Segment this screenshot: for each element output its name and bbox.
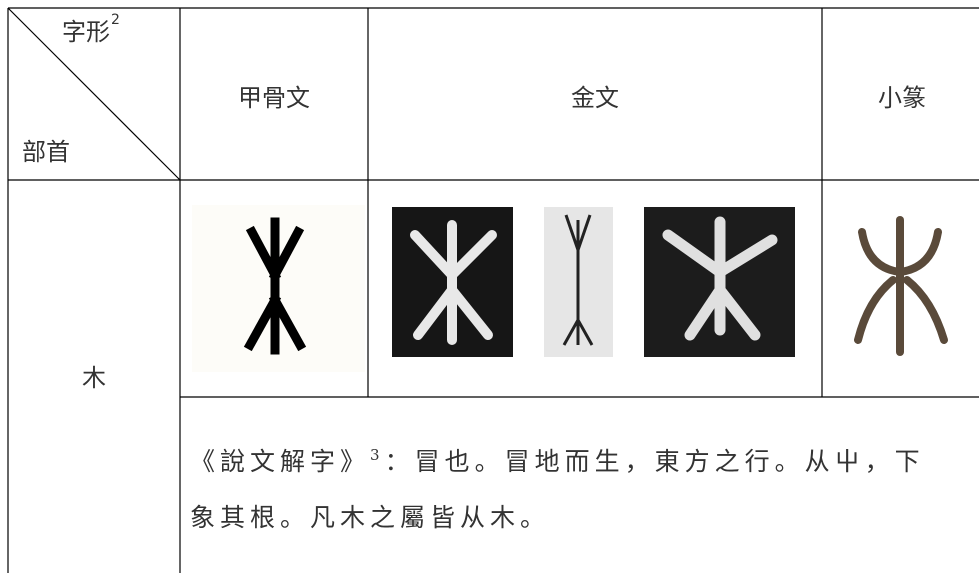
bronze-glyph (644, 207, 795, 357)
column-header: 小篆 (878, 84, 926, 112)
corner-bottom: 部首 (22, 138, 70, 166)
bronze-glyph (392, 207, 513, 357)
radical: 木 (82, 364, 106, 392)
corner-top: 字形 (62, 18, 110, 46)
description-line: 象其根。凡木之屬皆从木。 (190, 503, 550, 532)
column-header: 甲骨文 (238, 84, 310, 112)
column-header: 金文 (571, 84, 619, 112)
small-seal-glyph (854, 216, 948, 356)
bronze-glyph (544, 207, 613, 357)
source: 《說文解字》 (190, 447, 370, 476)
description-text: ：冒也。冒地而生，東方之行。从屮，下 (385, 447, 925, 476)
description-line: 《說文解字》3：冒也。冒地而生，東方之行。从屮，下 (190, 446, 925, 476)
table-borders (7, 7, 979, 573)
oracle-bone-glyph (192, 205, 365, 372)
footnote-mark: 3 (370, 446, 385, 464)
footnote-mark: 2 (111, 12, 120, 28)
